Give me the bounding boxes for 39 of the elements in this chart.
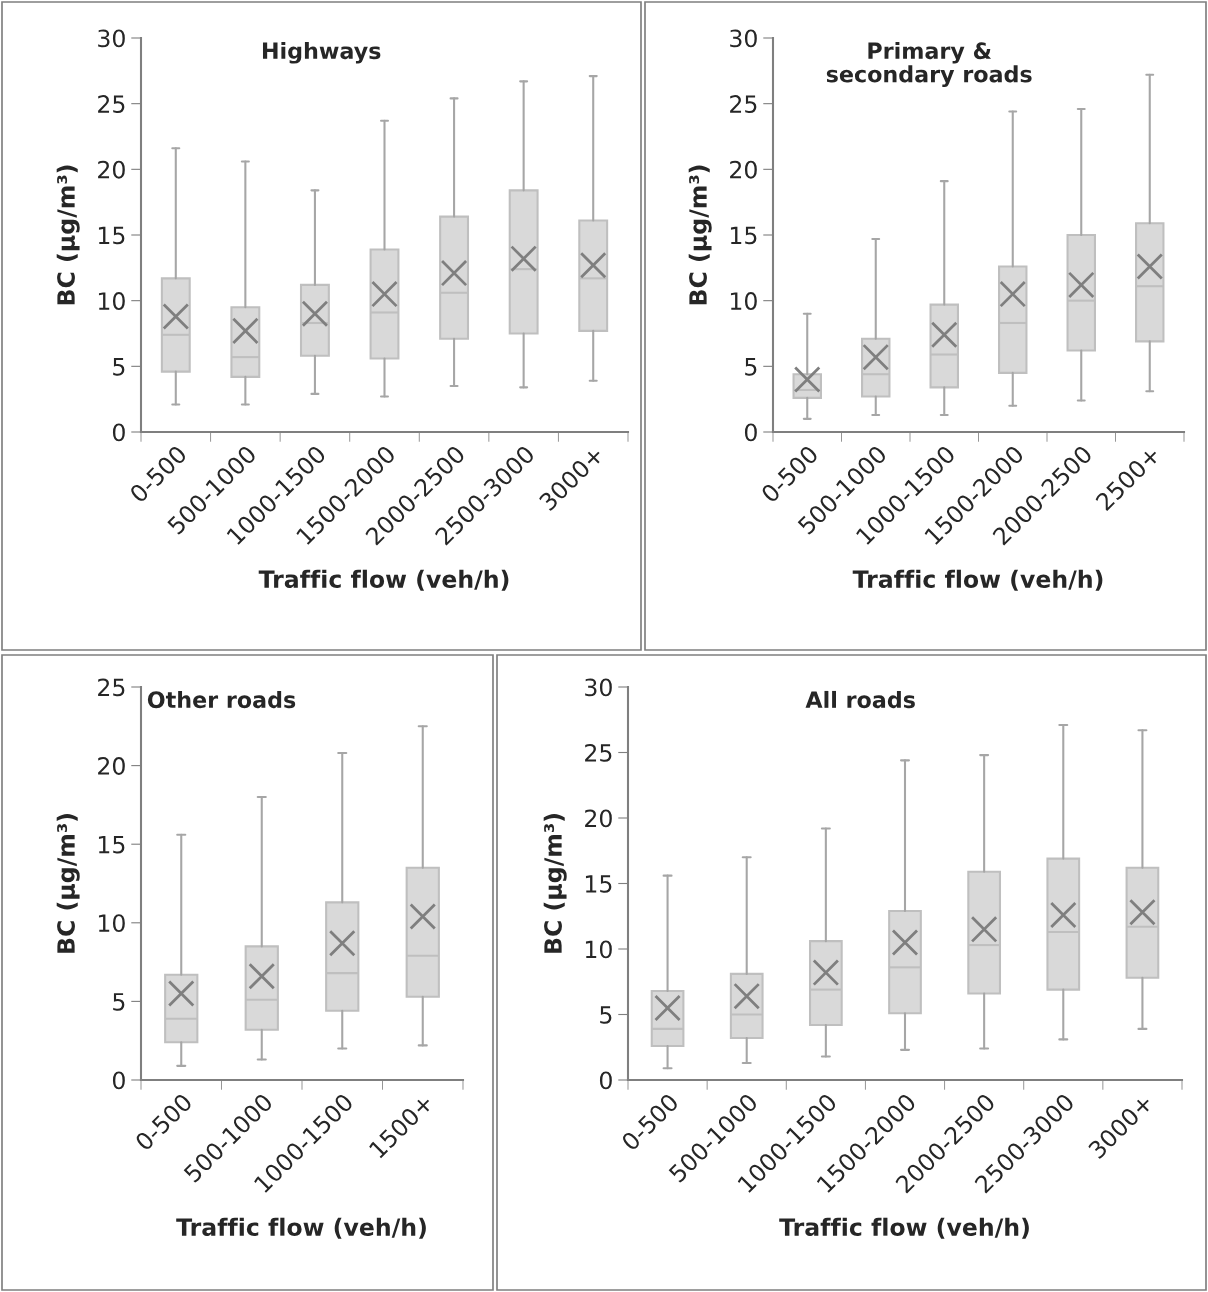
y-tick-label: 5 <box>113 993 125 1011</box>
y-tick-label: 20 <box>98 757 125 775</box>
y-axis-title: BC (µg/m³) <box>543 814 567 953</box>
y-tick-label: 0 <box>112 423 125 442</box>
y-tick-label: 5 <box>113 358 125 376</box>
y-tick-label: 0 <box>744 423 757 442</box>
x-axis-title: Traffic flow (veh/h) <box>779 1217 1029 1239</box>
y-tick-label: 15 <box>585 875 612 893</box>
y-tick-label: 10 <box>98 292 125 310</box>
y-tick-label: 25 <box>585 743 612 762</box>
chart-title: Other roads <box>147 690 296 709</box>
x-axis-title: Traffic flow (veh/h) <box>176 1217 426 1239</box>
y-axis-title: BC (µg/m³) <box>56 814 80 953</box>
chart-title: Highways <box>262 41 381 64</box>
y-tick-label: 20 <box>585 809 612 828</box>
y-tick-label: 25 <box>730 95 757 113</box>
y-tick-label: 10 <box>98 914 125 933</box>
y-tick-label: 5 <box>745 358 757 376</box>
y-tick-label: 30 <box>98 29 125 48</box>
text: Primary & secondary roads <box>826 41 1032 87</box>
x-axis-title: Traffic flow (veh/h) <box>852 569 1103 591</box>
y-tick-label: 10 <box>730 292 757 310</box>
y-tick-label: 25 <box>98 678 125 697</box>
y-tick-label: 15 <box>98 226 125 245</box>
y-axis-title: BC (µg/m³) <box>688 165 712 305</box>
y-axis-title: BC (µg/m³) <box>56 165 80 305</box>
y-tick-label: 30 <box>730 29 757 48</box>
x-axis-title: Traffic flow (veh/h) <box>258 569 509 591</box>
y-tick-label: 20 <box>98 160 125 179</box>
y-tick-label: 25 <box>98 95 125 113</box>
chart-title: All roads <box>805 690 915 709</box>
y-tick-label: 20 <box>730 160 757 179</box>
y-tick-label: 5 <box>600 1006 612 1024</box>
y-tick-label: 15 <box>730 226 757 245</box>
y-tick-label: 0 <box>599 1071 612 1090</box>
y-tick-label: 30 <box>585 678 612 697</box>
y-tick-label: 10 <box>585 940 612 959</box>
y-tick-label: 15 <box>98 835 125 854</box>
y-tick-label: 0 <box>112 1071 125 1090</box>
